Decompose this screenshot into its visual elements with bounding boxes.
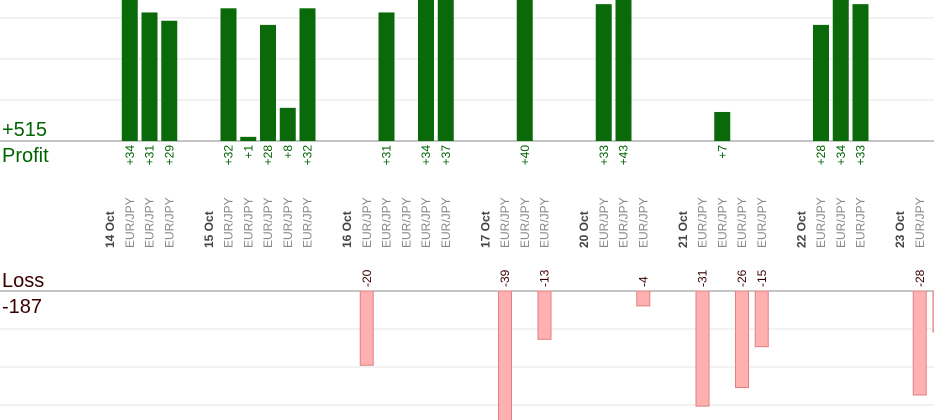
profit-value-label: +40 <box>518 145 532 166</box>
profit-value-label: +43 <box>617 145 631 166</box>
date-label: 20 Oct <box>577 211 591 248</box>
loss-bar <box>498 290 512 420</box>
labels: 14 Oct EUR/JPY +34 EUR/JPY +31 EUR/JPY +29 15 O… <box>103 145 934 287</box>
instrument-label: EUR/JPY <box>834 197 848 248</box>
profit-bar <box>437 0 454 142</box>
loss-value-label: -39 <box>498 269 512 287</box>
instrument-label: EUR/JPY <box>399 197 413 248</box>
profit-value-label: +1 <box>241 145 255 159</box>
profit-value-label: +29 <box>162 145 176 166</box>
loss-value-label: -15 <box>755 269 769 287</box>
date-label: 14 Oct <box>103 211 117 248</box>
loss-bar <box>754 290 769 348</box>
profit-value-label: +34 <box>834 145 848 166</box>
instrument-label: EUR/JPY <box>913 197 927 248</box>
profit-total: +515 <box>2 119 48 141</box>
profit-value-label: +33 <box>854 145 868 166</box>
profit-value-label: +31 <box>380 145 394 166</box>
profit-bar <box>813 24 829 141</box>
instrument-label: EUR/JPY <box>301 197 315 248</box>
profit-bar <box>378 12 395 141</box>
profit-value-label: +8 <box>281 145 295 159</box>
instrument-label: EUR/JPY <box>636 197 650 248</box>
date-label: 16 Oct <box>340 211 354 248</box>
instrument-label: EUR/JPY <box>380 197 394 248</box>
loss-bar <box>695 290 710 407</box>
instrument-label: EUR/JPY <box>518 197 532 248</box>
profit-value-label: +34 <box>123 145 137 166</box>
profit-bar <box>161 20 178 142</box>
instrument-label: EUR/JPY <box>814 197 828 248</box>
instrument-label: EUR/JPY <box>419 197 433 248</box>
instrument-label: EUR/JPY <box>854 197 868 248</box>
profit-bar <box>714 111 731 141</box>
loss-value-label: -4 <box>636 276 650 287</box>
instrument-label: EUR/JPY <box>261 197 275 248</box>
instrument-label: EUR/JPY <box>222 197 236 248</box>
profit-bar <box>516 0 533 142</box>
profit-value-label: +28 <box>261 145 275 166</box>
profit-bar <box>279 107 296 141</box>
instrument-label: EUR/JPY <box>439 197 453 248</box>
profit-bar <box>595 4 612 141</box>
instrument-label: EUR/JPY <box>755 197 769 248</box>
profit-bar <box>260 24 276 141</box>
profit-value-label: +32 <box>222 145 236 166</box>
instrument-label: EUR/JPY <box>498 197 512 248</box>
instrument-label: EUR/JPY <box>162 197 176 248</box>
instrument-label: EUR/JPY <box>933 197 934 248</box>
profit-bar <box>220 8 237 142</box>
profit-value-label: +34 <box>419 145 433 166</box>
instrument-label: EUR/JPY <box>715 197 729 248</box>
profit-value-label: +31 <box>143 145 157 166</box>
loss-value-label: -28 <box>913 269 927 287</box>
instrument-label: EUR/JPY <box>360 197 374 248</box>
loss-total: -187 <box>2 296 43 318</box>
profit-bar <box>299 8 316 142</box>
instrument-label: EUR/JPY <box>597 197 611 248</box>
profit-bar <box>240 136 257 141</box>
instrument-label: EUR/JPY <box>241 197 255 248</box>
profit-value-label: +32 <box>301 145 315 166</box>
profit-value-label: +28 <box>814 145 828 166</box>
profit-value-label: +33 <box>597 145 611 166</box>
loss-bar <box>537 290 552 340</box>
instrument-label: EUR/JPY <box>538 197 552 248</box>
loss-bar <box>912 290 927 396</box>
profit-bar <box>852 4 869 141</box>
date-label: 15 Oct <box>202 211 216 248</box>
instrument-label: EUR/JPY <box>281 197 295 248</box>
loss-bar <box>359 290 374 366</box>
instrument-label: EUR/JPY <box>617 197 631 248</box>
loss-value-label: -13 <box>538 269 552 287</box>
date-label: 23 Oct <box>893 211 907 248</box>
profit-value-label: +7 <box>715 145 729 159</box>
date-label: 17 Oct <box>478 211 492 248</box>
loss-bar <box>636 290 651 307</box>
instrument-label: EUR/JPY <box>143 197 157 248</box>
profit-bar <box>832 0 849 141</box>
profit-bar <box>141 12 158 141</box>
date-label: 22 Oct <box>794 211 808 248</box>
bars <box>121 0 934 420</box>
profit-bar <box>418 0 434 141</box>
loss-value-label: -20 <box>360 269 374 287</box>
profit-label: Profit <box>2 145 49 167</box>
profit-bar <box>121 0 138 141</box>
date-label: 21 Oct <box>676 211 690 248</box>
loss-bar <box>735 290 749 389</box>
instrument-label: EUR/JPY <box>735 197 749 248</box>
loss-value-label: -26 <box>735 269 749 287</box>
instrument-label: EUR/JPY <box>696 197 710 248</box>
instrument-label: EUR/JPY <box>123 197 137 248</box>
profit-bar <box>615 0 632 142</box>
loss-label: Loss <box>2 270 45 292</box>
loss-value-label: -31 <box>696 269 710 287</box>
loss-value-label: -11 <box>933 270 934 287</box>
profit-value-label: +37 <box>439 145 453 166</box>
